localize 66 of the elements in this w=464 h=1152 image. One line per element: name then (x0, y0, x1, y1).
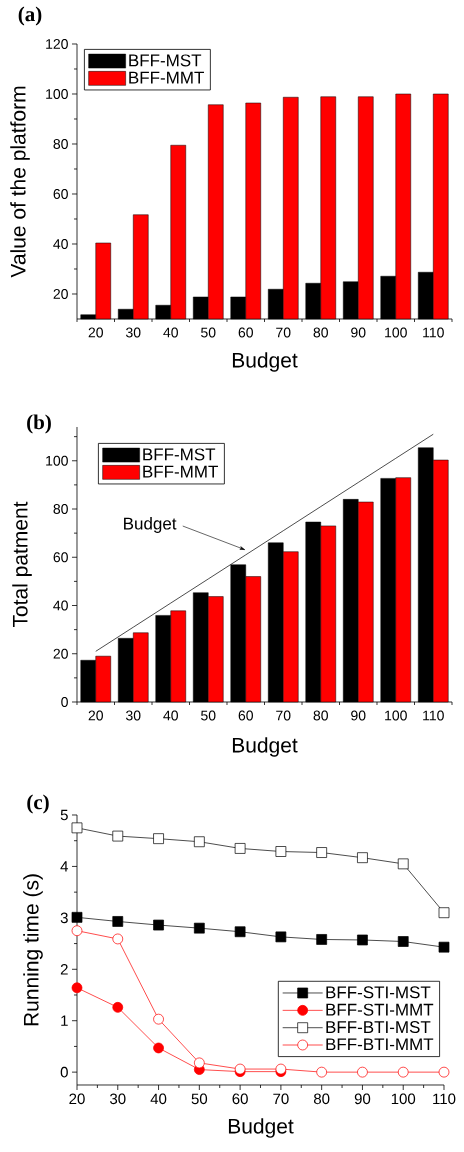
chart-title: (a) (18, 6, 42, 26)
x-tick-label: 30 (126, 327, 141, 338)
legend-label: BFF-MMT (143, 465, 218, 478)
x-tick-label: 80 (313, 710, 328, 721)
annotation: Budget (124, 517, 177, 533)
legend-label: BFF-MST (143, 448, 216, 461)
legend-label: BFF-BTI-MMT (326, 1038, 434, 1051)
y-tick-label: 3 (60, 912, 68, 924)
y-tick-label: 5 (60, 809, 68, 821)
x-tick-label: 70 (276, 710, 291, 721)
x-tick-label: 110 (423, 327, 444, 338)
x-tick-label: 20 (88, 710, 103, 721)
y-tick-label: 100 (46, 455, 68, 466)
x-tick-label: 40 (150, 1093, 167, 1105)
legend-label: BFF-MMT (129, 71, 204, 84)
y-tick-label: 120 (46, 39, 68, 49)
x-tick-label: 90 (354, 1093, 371, 1105)
x-axis-title: Budget (232, 352, 298, 372)
y-axis-title: Total patment (12, 501, 32, 628)
x-tick-label: 20 (88, 327, 103, 338)
legend-label: BFF-STI-MMT (326, 1003, 434, 1016)
y-tick-label: 20 (53, 289, 68, 299)
x-tick-label: 80 (313, 327, 328, 338)
x-tick-label: 60 (238, 327, 253, 338)
x-axis-title: Budget (232, 737, 298, 757)
x-tick-label: 100 (385, 327, 407, 338)
x-axis-title: Budget (228, 1118, 294, 1138)
x-tick-label: 70 (276, 327, 291, 338)
y-axis-title: Value of the platform (10, 86, 30, 278)
chart-title: (b) (27, 414, 51, 434)
chart-title: (c) (27, 794, 49, 814)
y-tick-label: 60 (53, 189, 68, 199)
x-tick-label: 70 (273, 1093, 289, 1105)
x-tick-label: 80 (313, 1093, 330, 1105)
legend-label: BFF-BTI-MST (326, 1021, 431, 1034)
legend-label: BFF-STI-MST (326, 986, 431, 999)
x-tick-label: 20 (69, 1093, 85, 1105)
x-tick-label: 60 (238, 710, 253, 721)
x-tick-label: 50 (191, 1093, 208, 1105)
x-tick-label: 40 (163, 710, 178, 721)
y-tick-label: 80 (53, 139, 68, 149)
y-tick-label: 0 (60, 1066, 68, 1078)
x-tick-label: 40 (163, 327, 178, 338)
x-tick-label: 50 (201, 327, 216, 338)
legend-label: BFF-MST (129, 54, 202, 67)
y-tick-label: 60 (53, 552, 68, 563)
x-tick-label: 100 (385, 710, 407, 721)
y-tick-label: 80 (53, 504, 68, 514)
x-tick-label: 110 (433, 1093, 456, 1105)
x-tick-label: 100 (391, 1093, 416, 1105)
x-tick-label: 110 (423, 710, 444, 721)
x-tick-label: 90 (351, 327, 366, 338)
y-tick-label: 40 (53, 600, 68, 611)
x-tick-label: 50 (201, 710, 216, 721)
x-tick-label: 60 (232, 1093, 248, 1105)
y-tick-label: 2 (60, 964, 68, 975)
y-tick-label: 100 (46, 89, 68, 99)
y-tick-label: 20 (53, 648, 68, 659)
y-axis-title: Running time (s) (23, 874, 43, 1026)
y-tick-label: 0 (61, 697, 68, 707)
x-tick-label: 30 (110, 1093, 126, 1105)
x-tick-label: 30 (126, 710, 141, 721)
x-tick-label: 90 (351, 710, 366, 721)
y-tick-label: 4 (60, 861, 69, 872)
y-tick-label: 1 (61, 1015, 68, 1026)
y-tick-label: 40 (53, 239, 68, 249)
